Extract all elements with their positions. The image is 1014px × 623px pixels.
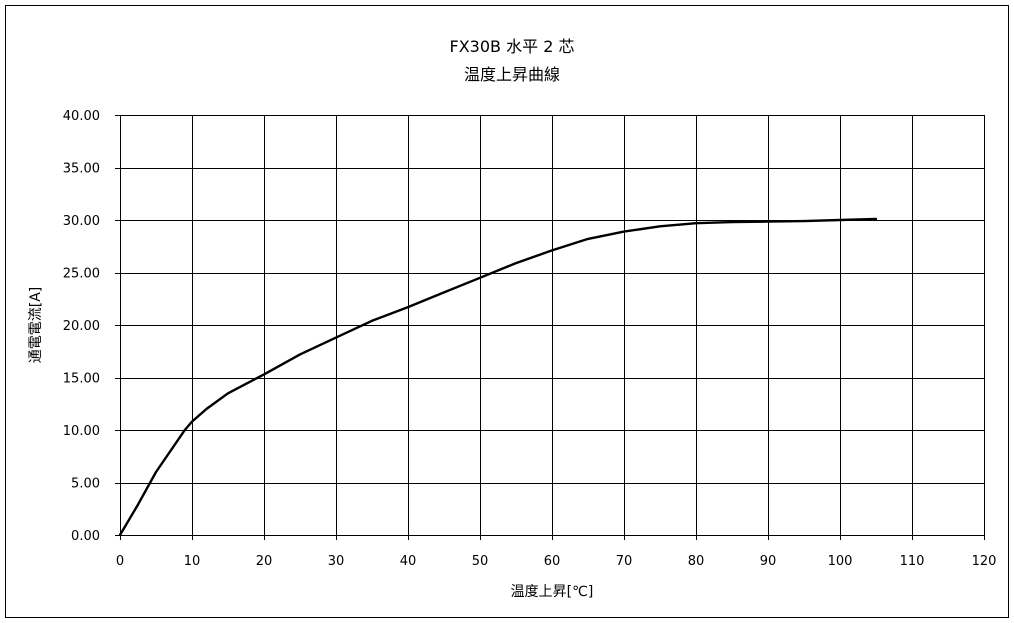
x-tick-label: 100 [828,554,853,569]
y-tick-label: 15.00 [63,372,100,387]
x-tick-label: 70 [616,554,633,569]
y-tick-label: 30.00 [63,214,100,229]
y-axis-label: 通電電流[A] [28,287,44,364]
y-tick-label: 20.00 [63,319,100,334]
x-tick-label: 30 [328,554,345,569]
chart-subtitle: 温度上昇曲線 [464,65,560,84]
x-tick-label: 80 [688,554,705,569]
x-tick-label: 60 [544,554,561,569]
y-tick-label: 10.00 [63,424,100,439]
y-tick-label: 0.00 [71,529,100,544]
x-axis-label: 温度上昇[℃] [511,584,594,600]
x-tick-label: 20 [256,554,273,569]
x-tick-label: 110 [900,554,925,569]
x-tick-label: 90 [760,554,777,569]
x-tick-label: 40 [400,554,417,569]
y-tick-label: 5.00 [71,477,100,492]
x-tick-label: 50 [472,554,489,569]
chart-title: FX30B 水平 2 芯 [450,37,575,56]
y-tick-label: 25.00 [63,267,100,282]
y-tick-label: 40.00 [63,109,100,124]
tick-layer: 0 10 20 30 40 50 60 70 80 90 100 110 120 0.00 5.00 10.0… [63,109,997,569]
series-line-0 [118,217,878,537]
x-tick-label: 10 [184,554,201,569]
chart-border [5,5,1009,618]
y-tick-label: 35.00 [63,162,100,177]
x-tick-label: 120 [972,554,997,569]
series-layer [118,217,878,537]
x-tick-label: 0 [116,554,124,569]
